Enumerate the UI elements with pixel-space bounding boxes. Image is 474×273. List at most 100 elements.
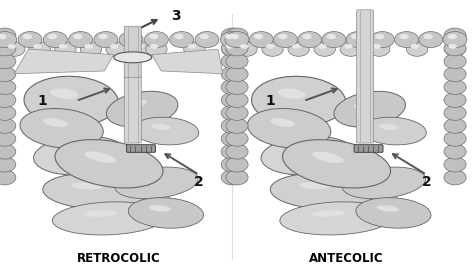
Ellipse shape (221, 28, 243, 43)
Ellipse shape (94, 32, 118, 48)
Ellipse shape (356, 198, 431, 228)
Ellipse shape (145, 32, 168, 48)
Ellipse shape (444, 157, 466, 172)
Ellipse shape (226, 157, 248, 172)
Ellipse shape (423, 34, 433, 39)
Ellipse shape (23, 34, 32, 39)
Ellipse shape (419, 32, 443, 48)
Ellipse shape (226, 44, 234, 49)
Ellipse shape (395, 32, 419, 48)
Ellipse shape (0, 32, 17, 48)
Ellipse shape (370, 32, 394, 48)
Ellipse shape (131, 42, 153, 56)
Ellipse shape (322, 32, 346, 48)
Ellipse shape (174, 34, 184, 39)
Ellipse shape (288, 42, 309, 56)
Ellipse shape (221, 105, 243, 120)
Ellipse shape (287, 146, 315, 154)
Ellipse shape (444, 144, 466, 159)
Ellipse shape (230, 34, 239, 39)
Ellipse shape (271, 118, 295, 127)
Ellipse shape (369, 42, 390, 56)
Ellipse shape (0, 54, 16, 69)
Text: 1: 1 (265, 94, 275, 108)
Ellipse shape (342, 167, 426, 199)
Ellipse shape (126, 100, 147, 109)
Ellipse shape (302, 34, 312, 39)
FancyBboxPatch shape (356, 10, 374, 143)
Ellipse shape (221, 80, 243, 94)
Ellipse shape (226, 105, 248, 120)
Ellipse shape (85, 152, 116, 163)
Ellipse shape (226, 93, 248, 108)
Text: 2: 2 (194, 175, 204, 189)
Ellipse shape (80, 42, 102, 56)
Ellipse shape (133, 117, 199, 145)
Ellipse shape (146, 42, 167, 56)
Ellipse shape (150, 44, 158, 49)
Ellipse shape (262, 42, 283, 56)
Ellipse shape (283, 140, 391, 188)
Ellipse shape (221, 42, 243, 56)
Ellipse shape (280, 202, 393, 235)
Ellipse shape (149, 34, 158, 39)
Ellipse shape (327, 34, 336, 39)
Polygon shape (299, 147, 403, 205)
Ellipse shape (0, 157, 16, 172)
Ellipse shape (226, 80, 248, 94)
Ellipse shape (225, 34, 234, 39)
Ellipse shape (221, 67, 243, 82)
Ellipse shape (69, 32, 92, 48)
Ellipse shape (406, 42, 428, 56)
Ellipse shape (314, 42, 336, 56)
Ellipse shape (221, 118, 243, 133)
Ellipse shape (220, 32, 244, 48)
Ellipse shape (399, 34, 409, 39)
Ellipse shape (226, 54, 248, 69)
Ellipse shape (0, 118, 16, 133)
Ellipse shape (24, 76, 118, 126)
Ellipse shape (136, 44, 144, 49)
Text: ANTECOLIC: ANTECOLIC (309, 252, 383, 265)
Ellipse shape (124, 34, 133, 39)
Ellipse shape (254, 34, 263, 39)
Ellipse shape (226, 170, 248, 185)
Ellipse shape (99, 34, 108, 39)
Ellipse shape (55, 42, 76, 56)
Ellipse shape (43, 118, 67, 127)
Ellipse shape (149, 205, 172, 212)
Ellipse shape (344, 44, 353, 49)
Ellipse shape (83, 210, 118, 217)
Ellipse shape (444, 105, 466, 120)
Ellipse shape (318, 44, 327, 49)
Polygon shape (14, 49, 114, 74)
Ellipse shape (236, 42, 257, 56)
Ellipse shape (115, 167, 198, 199)
Polygon shape (71, 147, 175, 205)
Ellipse shape (444, 54, 466, 69)
FancyBboxPatch shape (357, 27, 373, 55)
Ellipse shape (299, 182, 330, 189)
Ellipse shape (444, 28, 466, 43)
Ellipse shape (298, 32, 322, 48)
Ellipse shape (221, 93, 243, 108)
Ellipse shape (273, 32, 297, 48)
Ellipse shape (33, 44, 42, 49)
Ellipse shape (448, 44, 457, 49)
Ellipse shape (221, 41, 243, 56)
Ellipse shape (128, 198, 203, 228)
Ellipse shape (249, 32, 273, 48)
Ellipse shape (0, 170, 16, 185)
Ellipse shape (59, 44, 67, 49)
Ellipse shape (18, 32, 42, 48)
Ellipse shape (221, 170, 243, 185)
FancyBboxPatch shape (124, 26, 141, 78)
Ellipse shape (443, 32, 467, 48)
Ellipse shape (278, 88, 305, 99)
Ellipse shape (29, 42, 50, 56)
Text: 2: 2 (422, 175, 432, 189)
Ellipse shape (119, 32, 143, 48)
Ellipse shape (200, 34, 209, 39)
Ellipse shape (373, 44, 381, 49)
Ellipse shape (247, 108, 331, 148)
